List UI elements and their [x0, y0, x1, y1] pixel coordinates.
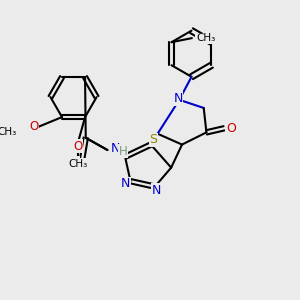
Text: N: N — [152, 184, 161, 196]
Text: S: S — [149, 133, 158, 146]
Text: N: N — [111, 142, 120, 155]
Text: CH₃: CH₃ — [0, 127, 17, 137]
Text: CH₃: CH₃ — [196, 33, 215, 43]
Text: N: N — [173, 92, 183, 105]
Text: O: O — [226, 122, 236, 135]
Text: O: O — [29, 120, 39, 133]
Text: O: O — [70, 157, 80, 170]
Text: N: N — [121, 177, 130, 190]
Text: CH₃: CH₃ — [69, 159, 88, 169]
Text: H: H — [119, 145, 128, 158]
Text: O: O — [74, 140, 83, 153]
